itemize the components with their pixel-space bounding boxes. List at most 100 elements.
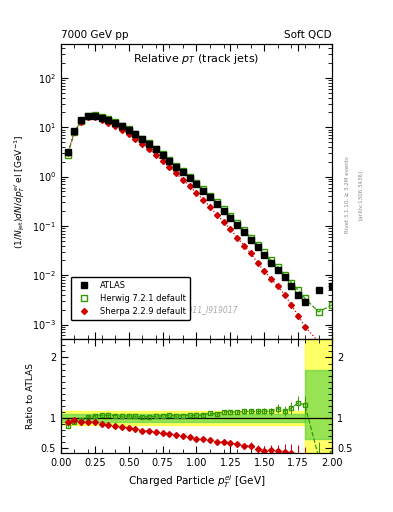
- Sherpa 2.2.9 default: [167, 164, 172, 170]
- Text: Rivet 3.1.10, ≥ 3.2M events: Rivet 3.1.10, ≥ 3.2M events: [345, 156, 350, 233]
- ATLAS: [262, 252, 266, 258]
- ATLAS: [79, 117, 84, 123]
- Sherpa 2.2.9 default: [316, 338, 321, 345]
- Sherpa 2.2.9 default: [262, 268, 266, 274]
- Herwig 7.2.1 default: [119, 122, 124, 129]
- Sherpa 2.2.9 default: [201, 197, 206, 203]
- Herwig 7.2.1 default: [289, 280, 294, 286]
- Herwig 7.2.1 default: [242, 227, 246, 233]
- Herwig 7.2.1 default: [147, 140, 151, 146]
- Herwig 7.2.1 default: [92, 112, 97, 118]
- Sherpa 2.2.9 default: [126, 131, 131, 137]
- ATLAS: [133, 131, 138, 137]
- Sherpa 2.2.9 default: [140, 141, 145, 147]
- ATLAS: [86, 113, 90, 119]
- Herwig 7.2.1 default: [99, 114, 104, 120]
- ATLAS: [119, 123, 124, 130]
- Herwig 7.2.1 default: [86, 113, 90, 119]
- Sherpa 2.2.9 default: [235, 234, 239, 241]
- Herwig 7.2.1 default: [282, 272, 287, 278]
- Herwig 7.2.1 default: [65, 152, 70, 158]
- Line: Herwig 7.2.1 default: Herwig 7.2.1 default: [65, 113, 335, 314]
- ATLAS: [106, 117, 111, 123]
- ATLAS: [194, 181, 199, 187]
- ATLAS: [248, 237, 253, 243]
- Text: [arXiv:1306.3436]: [arXiv:1306.3436]: [358, 169, 363, 220]
- Herwig 7.2.1 default: [113, 119, 118, 125]
- Herwig 7.2.1 default: [303, 295, 307, 302]
- Herwig 7.2.1 default: [140, 136, 145, 142]
- Legend: ATLAS, Herwig 7.2.1 default, Sherpa 2.2.9 default: ATLAS, Herwig 7.2.1 default, Sherpa 2.2.…: [70, 276, 190, 321]
- Sherpa 2.2.9 default: [330, 338, 334, 345]
- Sherpa 2.2.9 default: [303, 324, 307, 330]
- Text: 7000 GeV pp: 7000 GeV pp: [61, 30, 129, 40]
- Sherpa 2.2.9 default: [106, 120, 111, 126]
- Sherpa 2.2.9 default: [86, 114, 90, 120]
- ATLAS: [65, 148, 70, 155]
- Sherpa 2.2.9 default: [65, 150, 70, 156]
- Sherpa 2.2.9 default: [153, 152, 158, 158]
- ATLAS: [201, 187, 206, 194]
- ATLAS: [330, 283, 334, 289]
- Herwig 7.2.1 default: [181, 168, 185, 175]
- Herwig 7.2.1 default: [248, 234, 253, 241]
- ATLAS: [147, 141, 151, 147]
- Sherpa 2.2.9 default: [248, 250, 253, 256]
- Herwig 7.2.1 default: [316, 309, 321, 315]
- Herwig 7.2.1 default: [174, 163, 178, 169]
- Sherpa 2.2.9 default: [221, 219, 226, 225]
- Herwig 7.2.1 default: [79, 118, 84, 124]
- Line: ATLAS: ATLAS: [65, 113, 335, 305]
- ATLAS: [221, 208, 226, 214]
- ATLAS: [99, 115, 104, 121]
- ATLAS: [235, 222, 239, 228]
- Text: Relative $p_T$ (track jets): Relative $p_T$ (track jets): [133, 52, 260, 67]
- ATLAS: [187, 175, 192, 181]
- Herwig 7.2.1 default: [330, 302, 334, 308]
- ATLAS: [174, 163, 178, 169]
- Sherpa 2.2.9 default: [99, 117, 104, 123]
- ATLAS: [296, 292, 301, 298]
- Herwig 7.2.1 default: [153, 145, 158, 152]
- ATLAS: [269, 260, 274, 266]
- ATLAS: [167, 158, 172, 164]
- Herwig 7.2.1 default: [126, 126, 131, 133]
- Sherpa 2.2.9 default: [160, 158, 165, 164]
- Herwig 7.2.1 default: [228, 213, 233, 219]
- Sherpa 2.2.9 default: [147, 146, 151, 152]
- Herwig 7.2.1 default: [262, 249, 266, 255]
- Y-axis label: $(1/N_{\rm jet})dN/dp^{el}_{T}$ el [GeV$^{-1}$]: $(1/N_{\rm jet})dN/dp^{el}_{T}$ el [GeV$…: [12, 134, 26, 249]
- Herwig 7.2.1 default: [296, 287, 301, 293]
- ATLAS: [242, 229, 246, 236]
- Sherpa 2.2.9 default: [296, 313, 301, 319]
- ATLAS: [92, 113, 97, 119]
- Sherpa 2.2.9 default: [133, 136, 138, 142]
- Sherpa 2.2.9 default: [79, 119, 84, 125]
- X-axis label: Charged Particle $p^{el}_{T}$ [GeV]: Charged Particle $p^{el}_{T}$ [GeV]: [128, 474, 265, 490]
- Sherpa 2.2.9 default: [119, 126, 124, 133]
- Y-axis label: Ratio to ATLAS: Ratio to ATLAS: [26, 363, 35, 429]
- ATLAS: [72, 127, 77, 134]
- Sherpa 2.2.9 default: [72, 129, 77, 135]
- ATLAS: [303, 300, 307, 306]
- ATLAS: [126, 127, 131, 133]
- Herwig 7.2.1 default: [201, 186, 206, 193]
- Herwig 7.2.1 default: [160, 151, 165, 157]
- Sherpa 2.2.9 default: [269, 275, 274, 282]
- Sherpa 2.2.9 default: [181, 177, 185, 183]
- Herwig 7.2.1 default: [215, 199, 219, 205]
- Sherpa 2.2.9 default: [275, 283, 280, 289]
- Sherpa 2.2.9 default: [242, 243, 246, 249]
- Herwig 7.2.1 default: [255, 242, 260, 248]
- Herwig 7.2.1 default: [221, 206, 226, 212]
- Sherpa 2.2.9 default: [92, 114, 97, 120]
- Sherpa 2.2.9 default: [255, 260, 260, 266]
- ATLAS: [160, 152, 165, 158]
- Sherpa 2.2.9 default: [194, 190, 199, 196]
- ATLAS: [316, 287, 321, 293]
- Sherpa 2.2.9 default: [174, 170, 178, 177]
- Line: Sherpa 2.2.9 default: Sherpa 2.2.9 default: [66, 115, 334, 344]
- Text: Soft QCD: Soft QCD: [285, 30, 332, 40]
- ATLAS: [255, 244, 260, 250]
- ATLAS: [275, 267, 280, 273]
